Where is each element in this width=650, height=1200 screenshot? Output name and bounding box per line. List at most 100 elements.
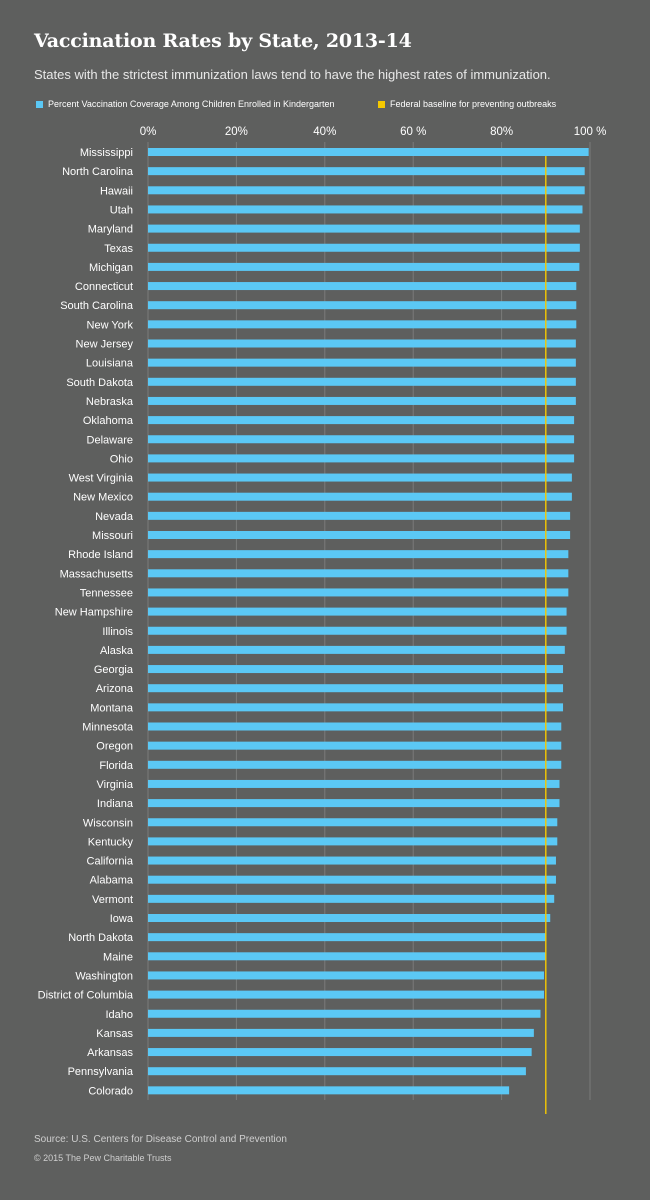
state-label: Alabama [90, 875, 134, 887]
state-label: Minnesota [82, 722, 134, 734]
bar [148, 990, 545, 999]
bar [148, 818, 558, 827]
state-label: Maryland [88, 224, 133, 236]
state-label: South Carolina [60, 300, 134, 312]
bar [148, 665, 564, 674]
bar [148, 626, 567, 635]
state-label: Delaware [87, 434, 133, 446]
state-label: New Jersey [76, 339, 134, 351]
x-tick-label: 80% [490, 126, 513, 138]
bar [148, 722, 562, 731]
bar [148, 894, 555, 903]
legend-label-baseline: Federal baseline for preventing outbreak… [390, 99, 557, 109]
bar [148, 167, 585, 176]
bar [148, 358, 576, 367]
x-tick-label: 100 % [574, 126, 607, 138]
bar [148, 684, 564, 693]
x-tick-label: 0% [140, 126, 157, 138]
x-tick-label: 60 % [400, 126, 426, 138]
legend-label-coverage: Percent Vaccination Coverage Among Child… [48, 99, 335, 109]
legend-item-baseline: Federal baseline for preventing outbreak… [378, 99, 556, 109]
state-label: Wisconsin [83, 817, 133, 829]
state-label: New York [87, 319, 134, 331]
legend: Percent Vaccination Coverage Among Child… [36, 99, 556, 109]
state-label: New Mexico [73, 492, 133, 504]
bar [148, 531, 571, 539]
state-label: Montana [90, 702, 134, 714]
bar [148, 262, 580, 271]
bar [148, 971, 545, 980]
x-tick-label: 40% [313, 126, 336, 138]
state-label: Florida [99, 760, 134, 772]
bar [148, 454, 575, 463]
state-label: North Dakota [68, 932, 134, 944]
bar [148, 799, 560, 808]
bar [148, 224, 580, 233]
state-label: Nevada [95, 511, 134, 523]
state-label: Michigan [89, 262, 133, 274]
state-label: South Dakota [66, 377, 134, 389]
bar [148, 492, 572, 501]
bar [148, 301, 577, 310]
bar [148, 205, 583, 214]
state-label: Nebraska [86, 396, 134, 408]
state-label: Mississippi [80, 147, 133, 159]
state-label: Maine [103, 951, 133, 963]
bar [148, 645, 565, 654]
state-label: Ohio [110, 453, 133, 465]
bar [148, 569, 569, 578]
state-label: Kentucky [88, 836, 134, 848]
bar [148, 1028, 534, 1037]
state-label: North Carolina [62, 166, 134, 178]
state-label: Colorado [88, 1085, 133, 1097]
state-label: Oklahoma [83, 415, 134, 427]
bar [148, 148, 589, 156]
state-label: California [87, 856, 134, 868]
bar [148, 779, 560, 788]
state-label: Missouri [92, 530, 133, 542]
bar-chart: 0% 20% 40% 60 % 80% 100 % Mississippi North Car… [38, 126, 607, 1114]
state-label: Iowa [110, 913, 134, 925]
chart-subtitle: States with the strictest immunization l… [34, 67, 551, 82]
bar [148, 473, 572, 482]
state-label: Washington [75, 970, 133, 982]
state-label: Tennessee [80, 587, 133, 599]
state-label: Indiana [97, 798, 134, 810]
bar [148, 588, 569, 597]
state-label: Texas [104, 243, 133, 255]
state-label: Illinois [102, 626, 133, 638]
state-label: Virginia [97, 779, 134, 791]
state-label: Alaska [100, 645, 134, 657]
bar [148, 760, 562, 769]
bar [148, 952, 546, 961]
bar [148, 282, 577, 291]
state-label: Oregon [96, 741, 133, 753]
bar [148, 703, 564, 712]
state-label: Vermont [92, 894, 133, 906]
bar [148, 396, 576, 405]
bar [148, 1086, 510, 1095]
state-label: Arizona [96, 683, 134, 695]
state-label: Louisiana [86, 358, 134, 370]
state-label: Pennsylvania [68, 1066, 134, 1078]
copyright-note: © 2015 The Pew Charitable Trusts [34, 1153, 172, 1163]
bar [148, 1009, 541, 1018]
bar [148, 914, 551, 922]
bar [148, 933, 546, 942]
bar [148, 837, 558, 846]
state-label: Idaho [105, 1009, 133, 1021]
bar [148, 1048, 532, 1057]
chart-title: Vaccination Rates by State, 2013-14 [34, 30, 412, 52]
state-label: Arkansas [87, 1047, 133, 1059]
bar [148, 550, 569, 559]
legend-item-coverage: Percent Vaccination Coverage Among Child… [36, 99, 335, 109]
state-label: West Virginia [69, 473, 134, 485]
state-label: Connecticut [75, 281, 133, 293]
source-note: Source: U.S. Centers for Disease Control… [34, 1134, 287, 1145]
x-tick-label: 20% [225, 126, 248, 138]
bar [148, 435, 575, 444]
bar [148, 339, 576, 348]
bar [148, 511, 571, 520]
bar [148, 741, 562, 750]
legend-swatch-baseline [378, 100, 385, 108]
